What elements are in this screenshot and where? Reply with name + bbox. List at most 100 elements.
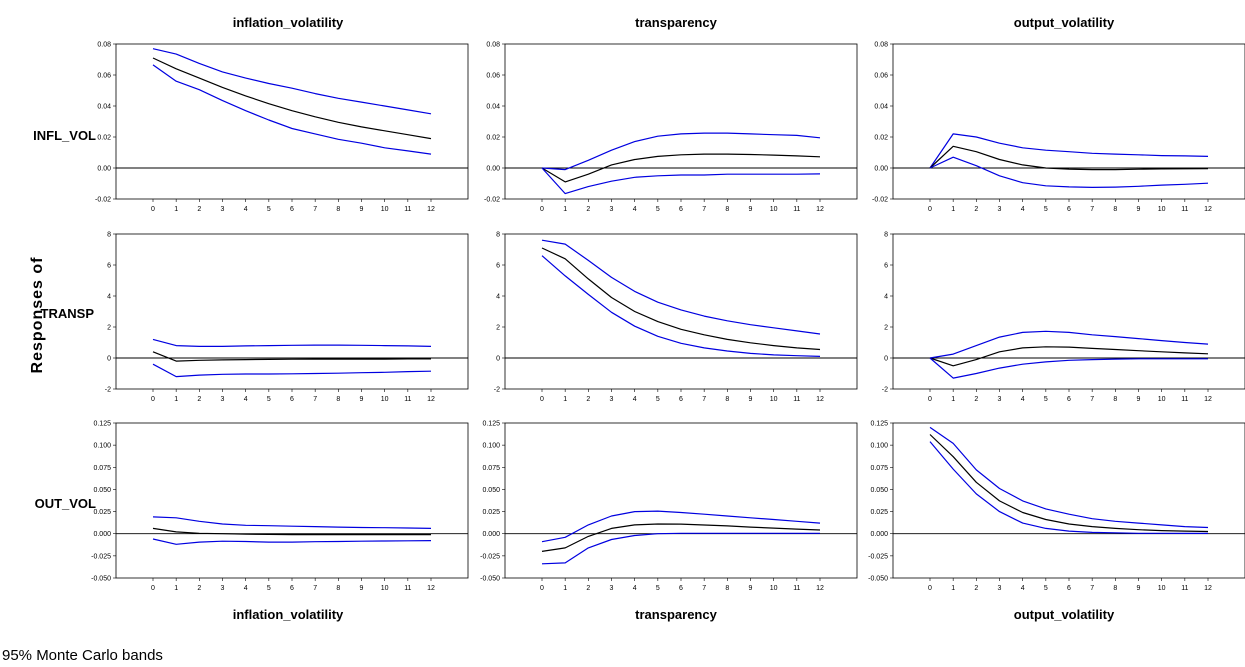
x-tick-label: 3: [610, 396, 614, 403]
series-upper-line: [929, 330, 1209, 359]
series-response-line: [541, 153, 821, 183]
x-tick-label: 2: [974, 206, 978, 213]
y-tick-label: 2: [496, 325, 500, 332]
panel-infl_vol-output_volatility: -0.020.000.020.040.060.080 1 2 3 4 5 6 7 8 9 10 11 1…: [872, 42, 1245, 213]
x-tick-label: 4: [244, 585, 248, 592]
x-tick-label: 5: [267, 585, 271, 592]
y-tick-label: 8: [884, 232, 888, 239]
x-tick-label: 4: [633, 585, 637, 592]
x-tick-label: 0: [928, 585, 932, 592]
y-tick-label: -0.050: [868, 576, 888, 583]
x-tick-label: 3: [221, 585, 225, 592]
y-tick-label: 0.125: [93, 421, 111, 428]
x-tick-label: 10: [770, 585, 778, 592]
y-tick-label: -0.050: [91, 576, 111, 583]
x-tick-label: 11: [404, 206, 411, 213]
y-tick-label: 0.08: [874, 42, 888, 49]
x-tick-label: 3: [998, 206, 1002, 213]
panel-infl_vol-transparency: -0.020.000.020.040.060.080 1 2 3 4 5 6 7 8 9 10 11 1…: [484, 42, 858, 213]
y-tick-label: 4: [884, 294, 888, 301]
x-tick-label: 5: [1044, 206, 1048, 213]
x-tick-label: 0: [540, 585, 544, 592]
x-tick-label: 9: [360, 206, 364, 213]
x-tick-label: 7: [1090, 206, 1094, 213]
x-tick-label: 2: [586, 585, 590, 592]
x-tick-label: 12: [1204, 206, 1212, 213]
x-tick-label: 1: [174, 206, 178, 213]
y-tick-label: 0.06: [97, 73, 111, 80]
panel-frame: [892, 43, 1245, 200]
x-tick-label: 10: [1158, 206, 1166, 213]
x-tick-label: 6: [1067, 396, 1071, 403]
y-tick-label: 0.000: [482, 531, 500, 538]
series-response-line: [541, 247, 821, 351]
x-tick-label: 10: [770, 396, 778, 403]
x-tick-label: 7: [702, 206, 706, 213]
x-tick-label: 11: [1181, 396, 1188, 403]
x-tick-label: 3: [998, 396, 1002, 403]
y-tick-label: 0: [107, 356, 111, 363]
y-tick-label: 0.02: [486, 135, 500, 142]
y-tick-label: 0.04: [97, 104, 111, 111]
y-tick-label: -2: [494, 387, 500, 394]
y-axis-label: Responses of: [29, 257, 46, 374]
row-label-transp: TRANSP: [41, 306, 95, 321]
x-tick-label: 1: [563, 396, 567, 403]
x-tick-label: 6: [679, 396, 683, 403]
x-tick-label: 6: [1067, 585, 1071, 592]
x-tick-label: 7: [313, 396, 317, 403]
y-tick-label: 4: [496, 294, 500, 301]
y-tick-label: 0.08: [486, 42, 500, 49]
y-tick-label: 0.075: [870, 465, 888, 472]
series-lower-line: [541, 532, 820, 565]
panels: -0.020.000.020.040.060.080 1 2 3 4 5 6 7 8 9 10 11 1…: [91, 42, 1245, 592]
y-tick-label: 0.08: [97, 42, 111, 49]
x-tick-label: 6: [290, 585, 294, 592]
x-tick-label: 2: [586, 206, 590, 213]
x-tick-label: 6: [290, 206, 294, 213]
y-tick-label: 0.000: [93, 531, 111, 538]
x-tick-label: 6: [1067, 206, 1071, 213]
panel-frame: [504, 233, 858, 390]
x-tick-label: 9: [749, 585, 753, 592]
x-tick-label: 3: [221, 396, 225, 403]
panel-frame: [115, 43, 469, 200]
x-tick-label: 12: [816, 585, 824, 592]
column-title-top-1: inflation_volatility: [233, 15, 344, 30]
series-upper-line: [541, 510, 821, 543]
x-tick-label: 12: [427, 396, 435, 403]
y-tick-label: 0.100: [870, 443, 888, 450]
y-tick-label: 6: [496, 263, 500, 270]
series-lower-line: [541, 255, 821, 357]
x-tick-label: 0: [151, 206, 155, 213]
y-tick-label: 0.000: [870, 531, 888, 538]
x-tick-label: 9: [749, 396, 753, 403]
y-tick-label: -0.050: [480, 576, 500, 583]
y-tick-label: 8: [107, 232, 111, 239]
y-tick-label: 0.02: [874, 135, 888, 142]
series-lower-line: [152, 538, 432, 545]
column-title-bottom-3: output_volatility: [1014, 607, 1115, 622]
x-tick-label: 4: [244, 396, 248, 403]
y-tick-label: 0.06: [486, 73, 500, 80]
x-tick-label: 5: [267, 396, 271, 403]
y-tick-label: 0: [496, 356, 500, 363]
x-tick-label: 7: [1090, 396, 1094, 403]
column-title-top-3: output_volatility: [1014, 15, 1115, 30]
y-tick-label: -2: [882, 387, 888, 394]
series-lower-line: [152, 64, 432, 155]
x-tick-label: 1: [563, 206, 567, 213]
series-upper-line: [541, 132, 821, 171]
series-upper-line: [152, 48, 432, 115]
panel-out_vol-inflation_volatility: -0.050 -0.025 0.000 0.025 0.050 0.075 0.100 0.1…: [91, 421, 469, 592]
column-title-top-2: transparency: [635, 15, 717, 30]
x-tick-label: 10: [381, 585, 389, 592]
y-tick-label: 4: [107, 294, 111, 301]
x-tick-label: 8: [1113, 585, 1117, 592]
x-tick-label: 7: [702, 396, 706, 403]
x-tick-label: 5: [656, 206, 660, 213]
x-tick-label: 9: [1137, 206, 1141, 213]
x-tick-label: 11: [793, 585, 800, 592]
